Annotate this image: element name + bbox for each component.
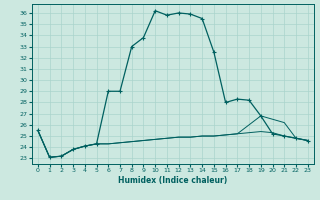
X-axis label: Humidex (Indice chaleur): Humidex (Indice chaleur) — [118, 176, 228, 185]
